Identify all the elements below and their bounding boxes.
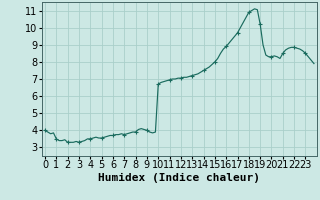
X-axis label: Humidex (Indice chaleur): Humidex (Indice chaleur) [98, 173, 260, 183]
